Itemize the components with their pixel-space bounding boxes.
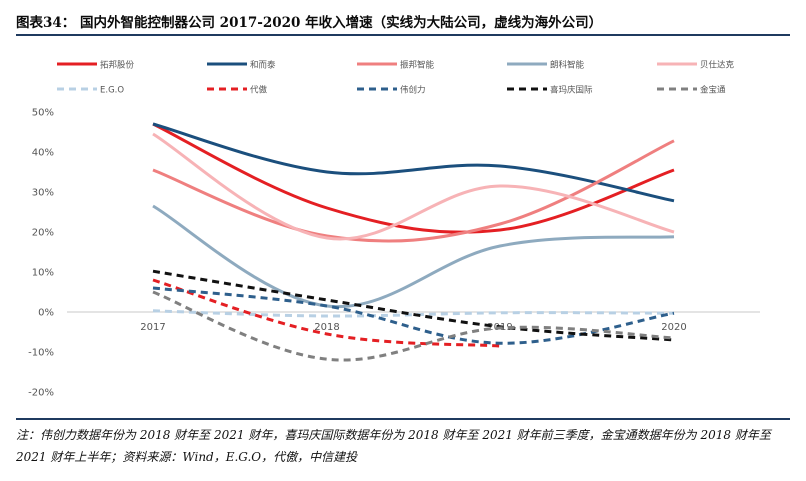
chart-axes: -20%-10%0%10%20%30%40%50%2017 2018 2019 202… [28, 108, 760, 399]
bottom-rule [16, 418, 790, 420]
title-rule [16, 34, 790, 36]
y-tick-label: -10% [28, 348, 54, 359]
legend-label: 振邦智能 [400, 60, 435, 71]
legend-label: 朗科智能 [550, 60, 585, 71]
y-tick-label: 0% [38, 308, 54, 319]
series-line [152, 122, 675, 203]
x-tick-label: 2018 [314, 322, 339, 333]
line-chart: 拓邦股份 和而泰 振邦智能 朗科智能 贝仕达克 E.G.O 代傲 伟创力 喜玛庆国际 金宝通 -2… [28, 60, 760, 399]
figure-header: 图表34： 国内外智能控制器公司 2017-2020 年收入增速（实线为大陆公司… [16, 8, 790, 32]
series-line [152, 269, 675, 342]
series-line [152, 122, 675, 234]
series-line [152, 309, 675, 318]
series-line [152, 139, 675, 243]
chart-legend: 拓邦股份 和而泰 振邦智能 朗科智能 贝仕达克 E.G.O 代傲 伟创力 喜玛庆国际 金宝通 [57, 60, 735, 96]
legend-label: 伟创力 [400, 85, 426, 96]
y-tick-label: 40% [32, 148, 54, 159]
figure-title: 图表34： 国内外智能控制器公司 2017-2020 年收入增速（实线为大陆公司… [16, 15, 603, 31]
y-tick-label: 10% [32, 268, 54, 279]
series-line [152, 278, 501, 348]
y-tick-label: 30% [32, 188, 54, 199]
y-tick-label: -20% [28, 388, 54, 399]
y-tick-label: 20% [32, 228, 54, 239]
series-line [152, 286, 675, 345]
series-line [152, 204, 675, 309]
legend-label: 金宝通 [700, 85, 726, 96]
chart-series [152, 122, 675, 362]
footnote: 注：伟创力数据年份为 2018 财年至 2021 财年，喜玛庆国际数据年份为 2… [16, 428, 771, 464]
series-line [152, 132, 675, 241]
legend-label: 拓邦股份 [100, 60, 135, 71]
legend-label: 喜玛庆国际 [550, 85, 593, 96]
legend-label: 代傲 [250, 85, 268, 96]
y-tick-label: 50% [32, 108, 54, 119]
x-tick-label: 2017 [140, 322, 165, 333]
legend-label: E.G.O [100, 86, 124, 96]
legend-label: 贝仕达克 [700, 60, 735, 71]
legend-label: 和而泰 [250, 60, 276, 71]
x-tick-label: 2020 [661, 322, 686, 333]
series-line [152, 290, 675, 362]
